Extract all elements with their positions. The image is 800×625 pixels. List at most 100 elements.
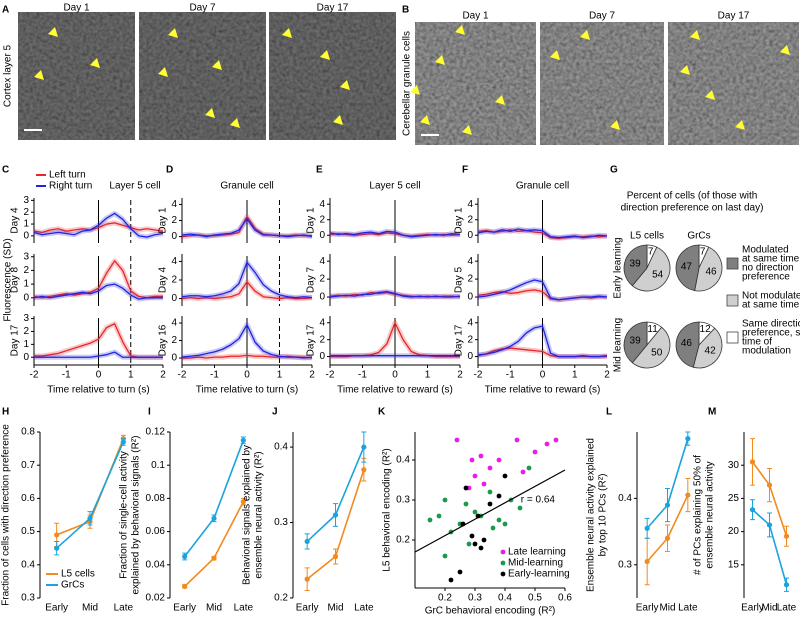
y-tick-label: 2 [23, 207, 29, 218]
pie-slice [631, 246, 671, 292]
point [466, 541, 472, 547]
series-line [56, 441, 125, 549]
point [472, 541, 478, 547]
point [469, 533, 475, 539]
y-axis-label: explained by behavioral signals (R²) [131, 436, 142, 595]
x-tick-label: Mid [327, 603, 343, 614]
y-tick-label: 1 [23, 339, 29, 350]
x-tick-label: Late [114, 603, 134, 614]
y-tick-label: 0 [319, 351, 325, 362]
y-tick-label: 0 [319, 230, 325, 241]
x-tick-label: 2 [309, 370, 315, 381]
x-tick-label: -2 [326, 370, 335, 381]
arrowhead [420, 115, 430, 125]
legend-label: Early-learning [508, 569, 570, 580]
x-tick-label: Early [296, 603, 319, 614]
slice-label: 46 [705, 267, 717, 278]
y-tick-label: 4 [319, 199, 325, 210]
panel-letter: L [606, 407, 612, 418]
row-label: Day 1 [306, 207, 317, 234]
point [240, 437, 246, 443]
legend-label: GrCs [61, 580, 84, 591]
panel-letter: B [402, 5, 409, 16]
point [436, 513, 442, 519]
y-tick-label: 0 [23, 352, 29, 363]
arrowhead [610, 120, 620, 130]
legend-dot [500, 560, 506, 566]
point [502, 473, 508, 479]
y-axis-label: ensemble neural activity [705, 461, 716, 568]
y-axis-label: L5 behavioral encoding (R²) [382, 448, 393, 571]
y-tick-label: 0 [171, 231, 177, 242]
y-tick-label: 0.08 [146, 493, 166, 504]
panel-letter: H [2, 407, 9, 418]
point [442, 497, 448, 503]
arrowhead [333, 115, 343, 125]
trace-line [329, 230, 461, 238]
arrowhead [462, 125, 472, 135]
y-tick-label: 0.3 [618, 559, 632, 570]
y-tick-label: 0 [171, 353, 177, 364]
x-tick-label: 0.6 [558, 593, 572, 604]
x-axis-label: GrC behavioral encoding (R²) [425, 606, 556, 617]
point [487, 501, 493, 507]
pie-slice [631, 326, 671, 369]
trace-line [181, 324, 313, 359]
point [685, 492, 691, 498]
arrowhead [158, 67, 168, 77]
point [472, 473, 478, 479]
row-label: Day 7 [306, 267, 317, 294]
point [240, 499, 246, 505]
y-tick-label: 4 [467, 256, 473, 267]
legend-label: no direction [742, 263, 794, 274]
arrowhead [168, 28, 178, 38]
x-tick-label: 2 [160, 370, 166, 381]
legend-label: preference [742, 272, 790, 283]
point [664, 502, 671, 508]
slice-label: 50 [651, 348, 663, 359]
x-tick-label: 2 [604, 370, 610, 381]
row-label: Day 16 [158, 324, 169, 356]
image-day-label: Day 7 [589, 11, 616, 22]
pie-row-label: Early learning [613, 237, 624, 298]
arrowhead [580, 30, 590, 40]
arrowhead [340, 80, 350, 90]
point [478, 453, 484, 459]
point [427, 517, 433, 523]
x-tick-label: 0 [392, 370, 398, 381]
y-axis-label: ensemble neural activity (R²) [254, 451, 265, 578]
point [664, 535, 671, 541]
x-tick-label: Mid [206, 603, 222, 614]
y-tick-label: 4 [171, 199, 177, 210]
arrowhead [34, 70, 44, 80]
y-tick-label: 0.4 [396, 455, 410, 466]
y-tick-label: 0.8 [21, 427, 35, 438]
arrowhead [282, 28, 292, 38]
y-tick-label: 0 [467, 351, 473, 362]
y-tick-label: 0 [23, 292, 29, 303]
slice-label: 12 [700, 324, 712, 335]
point [442, 553, 448, 559]
y-axis-label: Fraction of cells with direction prefere… [1, 424, 12, 606]
point [520, 469, 526, 475]
point [472, 509, 478, 515]
pie-slice [692, 327, 723, 369]
x-tick-label: -1 [210, 370, 219, 381]
point [120, 439, 126, 445]
row-label: Day 1 [158, 207, 169, 234]
slice-label: 7 [648, 246, 654, 257]
y-tick-label: 4 [467, 199, 473, 210]
x-tick-label: 0 [244, 370, 250, 381]
point [490, 525, 496, 531]
x-tick-label: -2 [30, 370, 39, 381]
image-day-label: Day 17 [317, 3, 349, 14]
y-tick-label: 0.3 [21, 593, 35, 604]
x-tick-label: 0.2 [438, 593, 452, 604]
y-tick-label: 1 [23, 219, 29, 230]
trace-line [181, 281, 313, 300]
y-axis-label: Fluorescence (SD) [3, 238, 14, 321]
pie-slice [623, 244, 648, 287]
row-label: Day 4 [158, 267, 169, 294]
x-tick-label: 0.5 [528, 593, 542, 604]
row-label: Day 17 [454, 324, 465, 356]
